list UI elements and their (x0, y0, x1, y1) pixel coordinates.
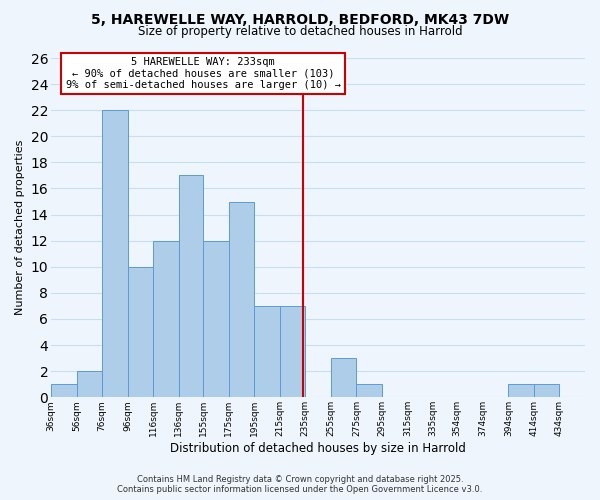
X-axis label: Distribution of detached houses by size in Harrold: Distribution of detached houses by size … (170, 442, 466, 455)
Bar (153, 240, 179, 398)
Bar (280, 306, 305, 398)
Bar (102, 110, 128, 398)
Bar (254, 306, 280, 398)
Bar (356, 384, 382, 398)
Bar (179, 176, 203, 398)
Bar (203, 240, 229, 398)
Y-axis label: Number of detached properties: Number of detached properties (15, 140, 25, 316)
Text: 5 HAREWELLE WAY: 233sqm
← 90% of detached houses are smaller (103)
9% of semi-de: 5 HAREWELLE WAY: 233sqm ← 90% of detache… (65, 57, 341, 90)
Bar (51, 384, 77, 398)
Text: 5, HAREWELLE WAY, HARROLD, BEDFORD, MK43 7DW: 5, HAREWELLE WAY, HARROLD, BEDFORD, MK43… (91, 12, 509, 26)
Text: Contains HM Land Registry data © Crown copyright and database right 2025.
Contai: Contains HM Land Registry data © Crown c… (118, 474, 482, 494)
Bar (229, 202, 254, 398)
Bar (331, 358, 356, 398)
Bar (534, 384, 559, 398)
Bar (128, 267, 153, 398)
Bar (508, 384, 534, 398)
Bar (77, 371, 102, 398)
Text: Size of property relative to detached houses in Harrold: Size of property relative to detached ho… (137, 25, 463, 38)
